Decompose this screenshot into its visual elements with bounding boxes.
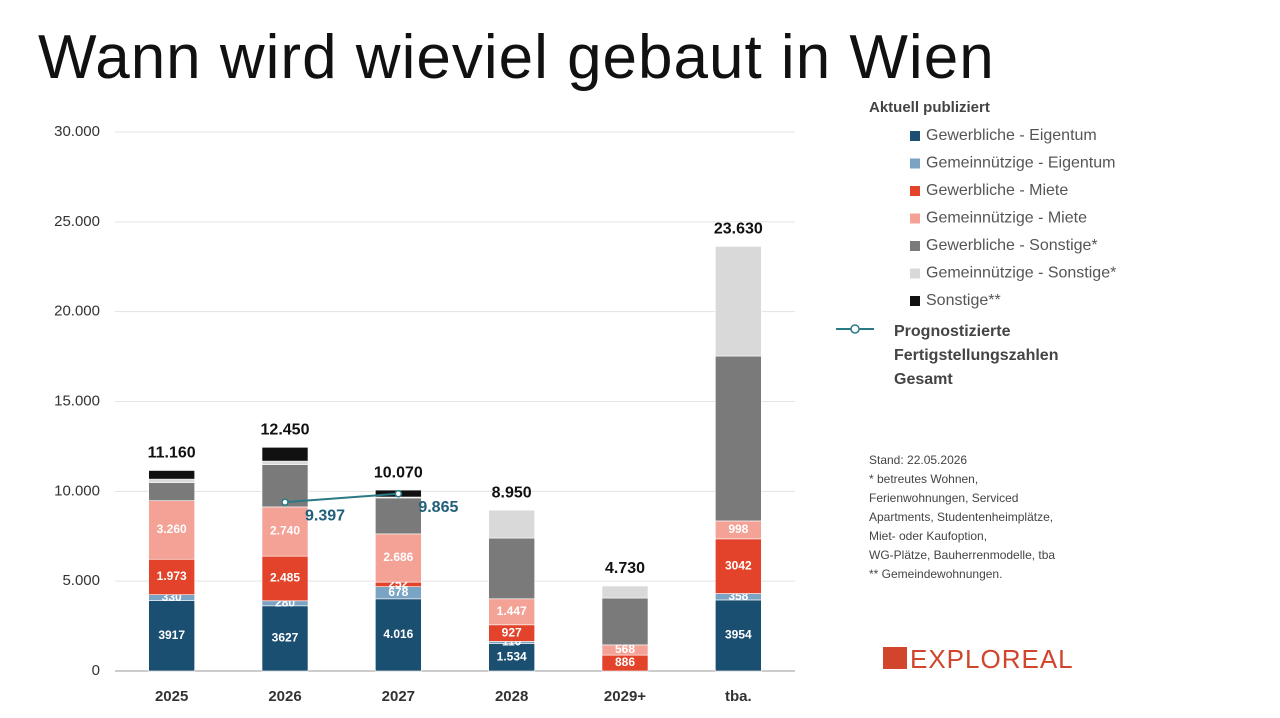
segment-label: 1.534 (497, 649, 527, 663)
x-tick-label: tba. (725, 688, 752, 705)
forecast-point (281, 498, 289, 506)
legend-label: Gewerbliche - Eigentum (926, 127, 1097, 144)
bar-segment (715, 355, 762, 522)
legend-label: Gewerbliche - Miete (926, 182, 1068, 199)
page-title: Wann wird wieviel gebaut in Wien (38, 23, 995, 92)
forecast-label: 9.397 (305, 507, 345, 524)
logo-icon (883, 647, 907, 669)
y-tick-label: 0 (92, 662, 100, 679)
forecast-point (394, 490, 403, 498)
x-tick-label: 2025 (155, 688, 188, 705)
total-label: 10.070 (374, 464, 423, 481)
bar-segment (148, 600, 195, 672)
bar-segment (601, 597, 649, 646)
legend-swatch (910, 241, 920, 251)
bar-segment (148, 482, 195, 501)
bar-segment (261, 555, 309, 602)
bar-segment (488, 509, 535, 539)
total-label: 4.730 (605, 560, 645, 577)
segment-label: 1.973 (157, 569, 187, 583)
note-line: Ferienwohnungen, Serviced (869, 491, 1019, 505)
y-tick-label: 5.000 (62, 572, 100, 589)
bar-segment (488, 537, 535, 600)
legend-line-marker (850, 324, 860, 334)
segment-label: 2.485 (270, 571, 300, 585)
legend-swatch (910, 268, 920, 279)
line-legend-label: Prognostizierte Fertigstellungszahlen Ge… (894, 323, 1059, 388)
note-line: Stand: 22.05.2026 (869, 453, 968, 467)
segment-label: 2.740 (270, 524, 300, 538)
segment-label: 1.447 (497, 604, 527, 618)
segment-label: 3954 (725, 628, 752, 642)
bar-segment (261, 506, 309, 557)
forecast-line (284, 492, 399, 504)
bar-segment (488, 598, 535, 626)
x-tick-label: 2028 (495, 688, 528, 705)
y-tick-label: 30.000 (54, 123, 100, 140)
segment-label: 3042 (725, 558, 752, 572)
bar-segment (488, 643, 535, 672)
segment-label: 3917 (158, 628, 185, 642)
segment-label: 3.260 (157, 522, 187, 536)
legend-swatch (910, 213, 920, 224)
bar-segment (715, 599, 762, 672)
legend-swatch (910, 131, 920, 141)
legend-label: Gewerbliche - Sonstige* (926, 237, 1098, 254)
bar-segment (148, 470, 195, 480)
bar-segment (715, 246, 762, 357)
total-label: 8.950 (492, 484, 532, 501)
note-line: WG-Plätze, Bauherrenmodelle, tba (869, 548, 1056, 562)
x-tick-label: 2027 (382, 688, 415, 705)
legend-swatch (910, 296, 920, 306)
segment-label: 4.016 (383, 627, 413, 641)
bar-segment (148, 558, 195, 595)
bar-segment (715, 538, 762, 594)
y-tick-label: 20.000 (54, 303, 100, 320)
forecast-label: 9.865 (418, 499, 458, 516)
bar-segment (261, 605, 309, 672)
legend-label: Gemeinnützige - Sonstige* (926, 265, 1116, 282)
y-tick-label: 15.000 (54, 392, 100, 409)
bar-segment (148, 478, 195, 484)
legend-label: Gemeinnützige - Eigentum (926, 155, 1115, 172)
segment-label: 998 (728, 522, 748, 536)
legend-swatch (910, 158, 920, 169)
bar-segment (375, 497, 422, 535)
note-line: * betreutes Wohnen, (869, 472, 979, 486)
segment-label: 678 (388, 585, 408, 599)
segment-label: 3627 (272, 631, 299, 645)
notes: Stand: 22.05.2026 * betreutes Wohnen, Feri… (869, 451, 1055, 584)
logo: EXPLOREAL (910, 644, 1074, 674)
bar-segment (261, 447, 309, 462)
y-tick-label: 25.000 (54, 213, 100, 230)
legend-label: Gemeinnützige - Miete (926, 210, 1087, 227)
segment-label: 927 (502, 625, 522, 639)
note-line: Apartments, Studentenheimplätze, (869, 510, 1054, 524)
segment-label: 568 (615, 642, 635, 656)
total-label: 23.630 (714, 221, 763, 238)
bar-segment (375, 598, 422, 672)
bar-segment (601, 585, 649, 599)
legend-swatch (910, 186, 920, 196)
total-label: 11.160 (148, 445, 196, 462)
segment-label: 886 (615, 655, 635, 669)
x-tick-label: 2029+ (604, 688, 646, 705)
y-tick-label: 10.000 (54, 482, 100, 499)
total-label: 12.450 (261, 422, 310, 439)
note-line: ** Gemeindewohnungen. (869, 567, 1003, 581)
bar-segment (261, 460, 309, 466)
legend-label: Sonstige** (926, 292, 1001, 309)
x-tick-label: 2026 (268, 688, 301, 705)
note-line: Miet- oder Kaufoption, (869, 529, 988, 543)
segment-label: 2.686 (383, 550, 413, 564)
legend-title: Aktuell publiziert (869, 99, 990, 116)
